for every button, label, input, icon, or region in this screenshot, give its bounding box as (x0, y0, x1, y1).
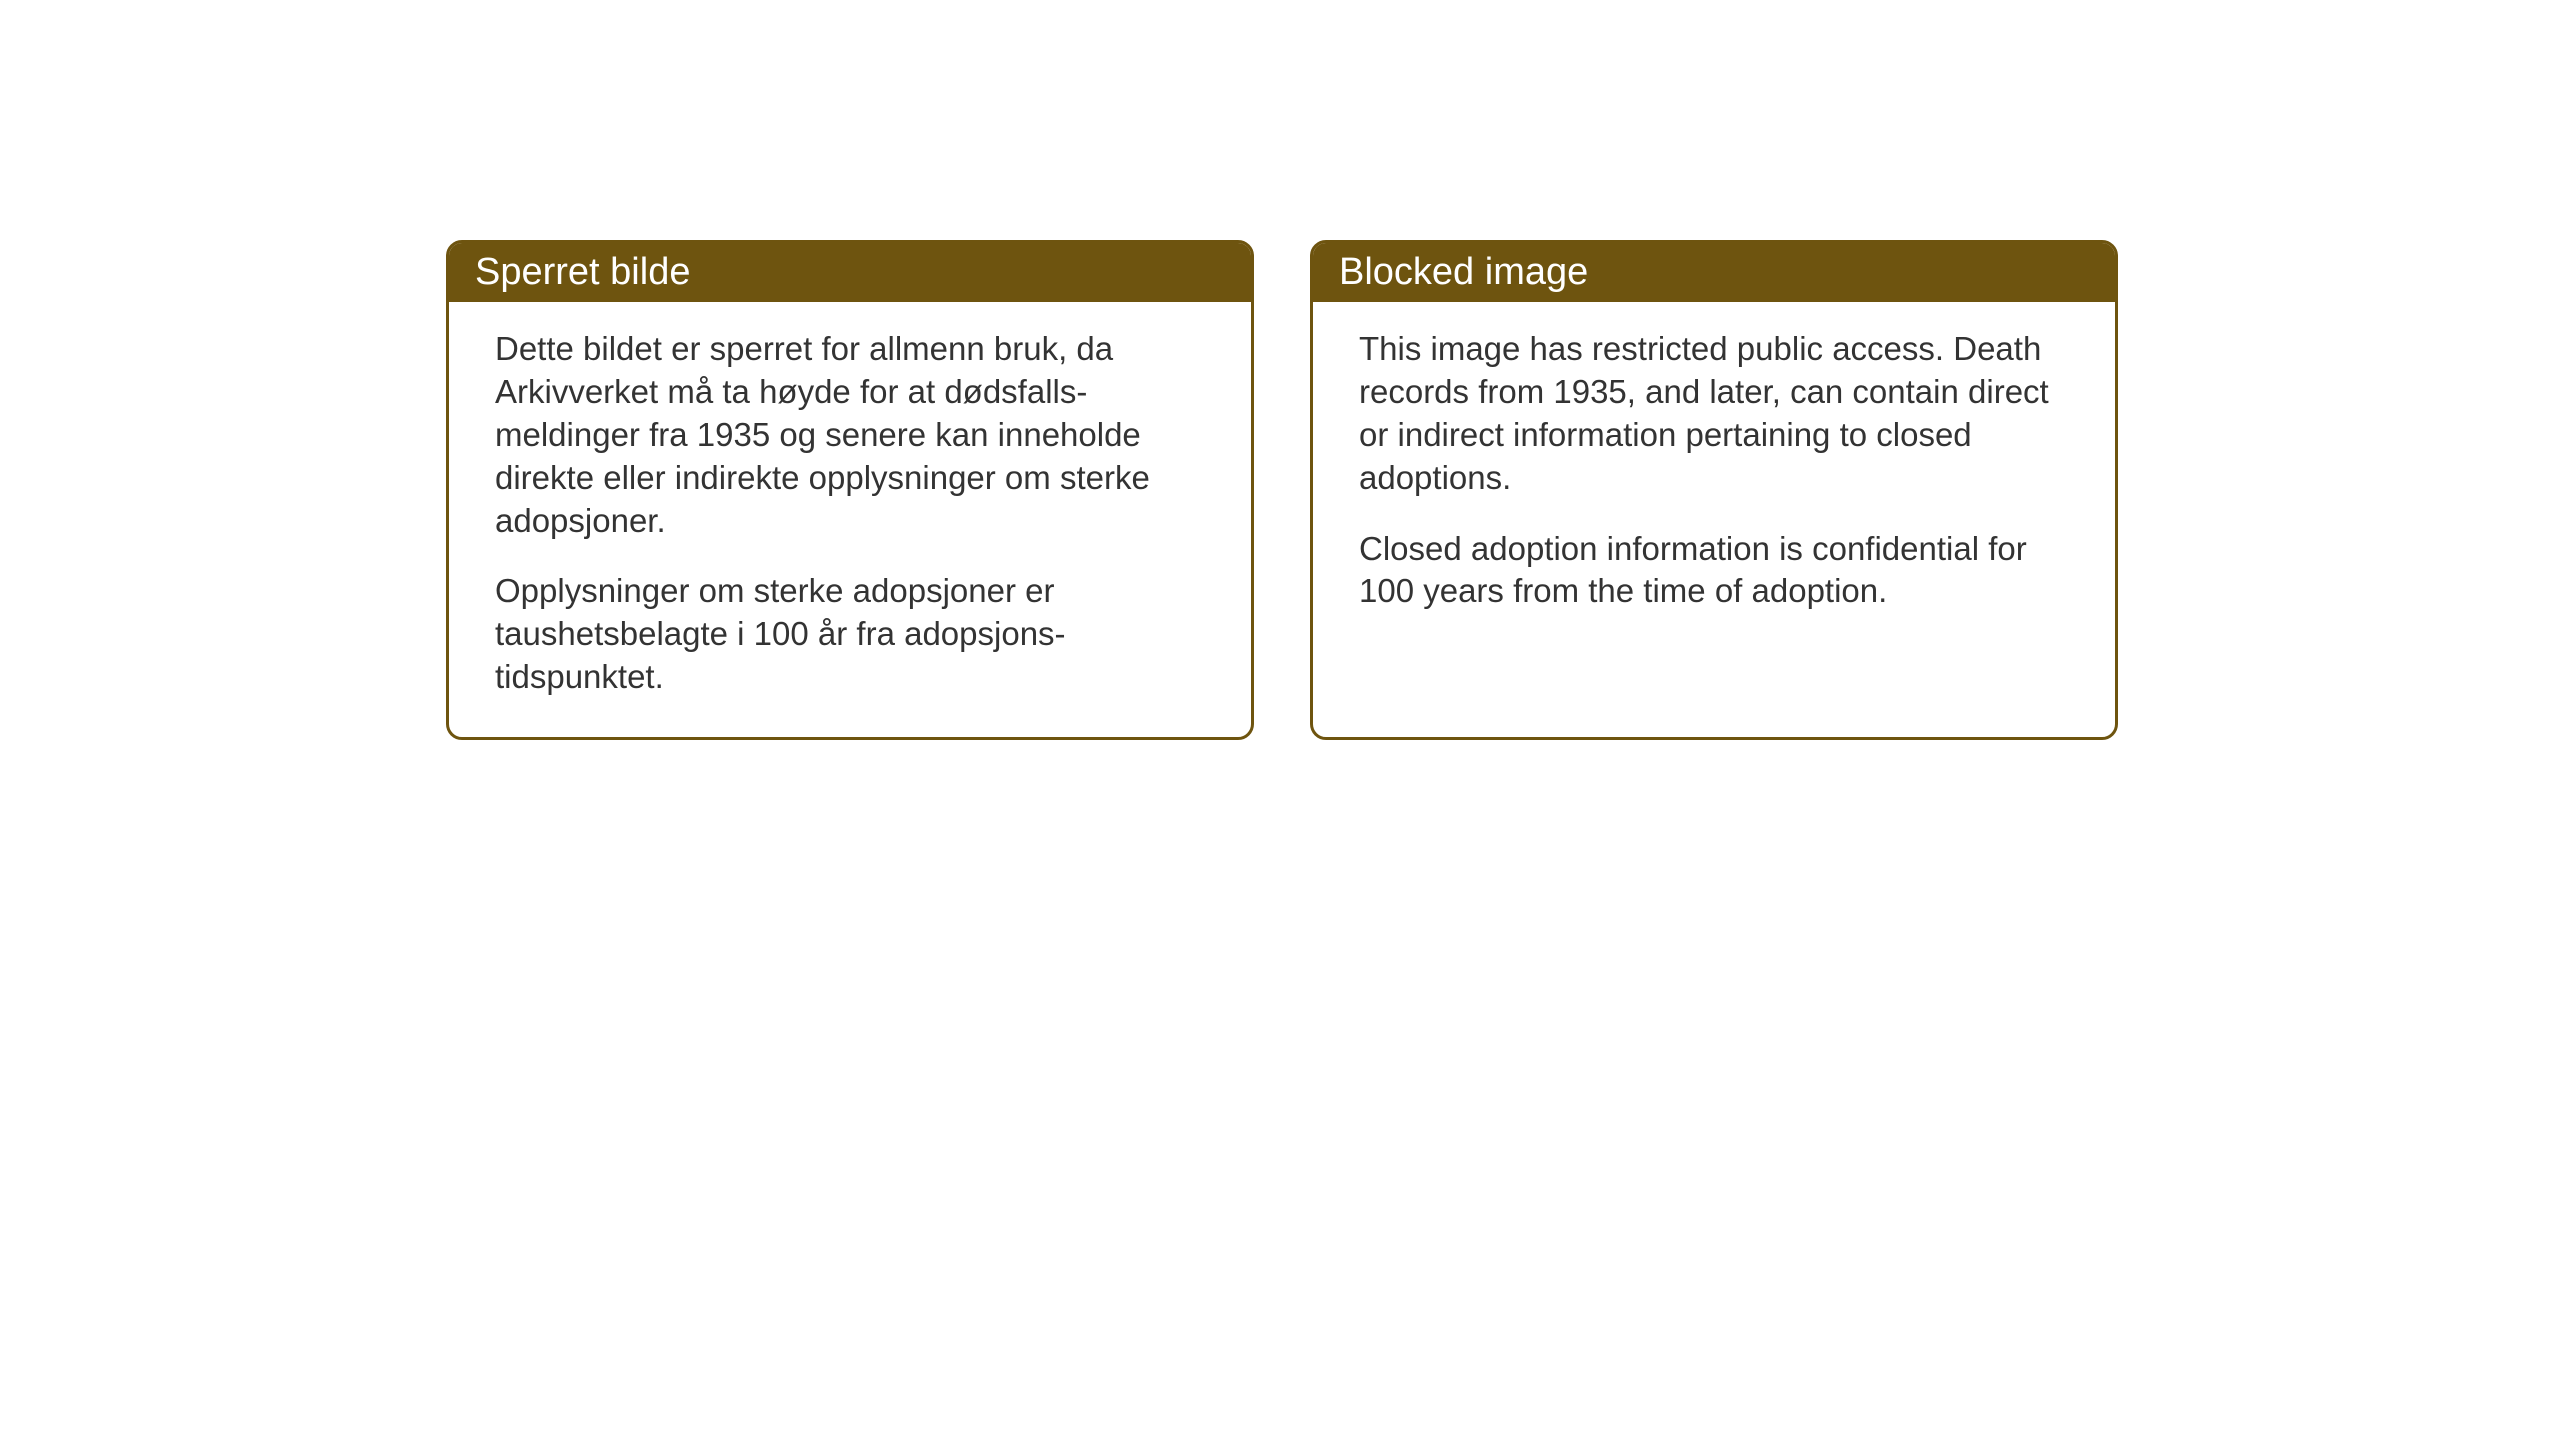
notice-paragraph: Opplysninger om sterke adopsjoner er tau… (495, 570, 1205, 699)
notice-container: Sperret bilde Dette bildet er sperret fo… (446, 240, 2118, 740)
notice-body-norwegian: Dette bildet er sperret for allmenn bruk… (449, 302, 1251, 737)
notice-card-norwegian: Sperret bilde Dette bildet er sperret fo… (446, 240, 1254, 740)
notice-body-english: This image has restricted public access.… (1313, 302, 2115, 651)
notice-header-english: Blocked image (1313, 243, 2115, 302)
notice-paragraph: Closed adoption information is confident… (1359, 528, 2069, 614)
notice-header-norwegian: Sperret bilde (449, 243, 1251, 302)
notice-paragraph: This image has restricted public access.… (1359, 328, 2069, 500)
notice-paragraph: Dette bildet er sperret for allmenn bruk… (495, 328, 1205, 542)
notice-card-english: Blocked image This image has restricted … (1310, 240, 2118, 740)
